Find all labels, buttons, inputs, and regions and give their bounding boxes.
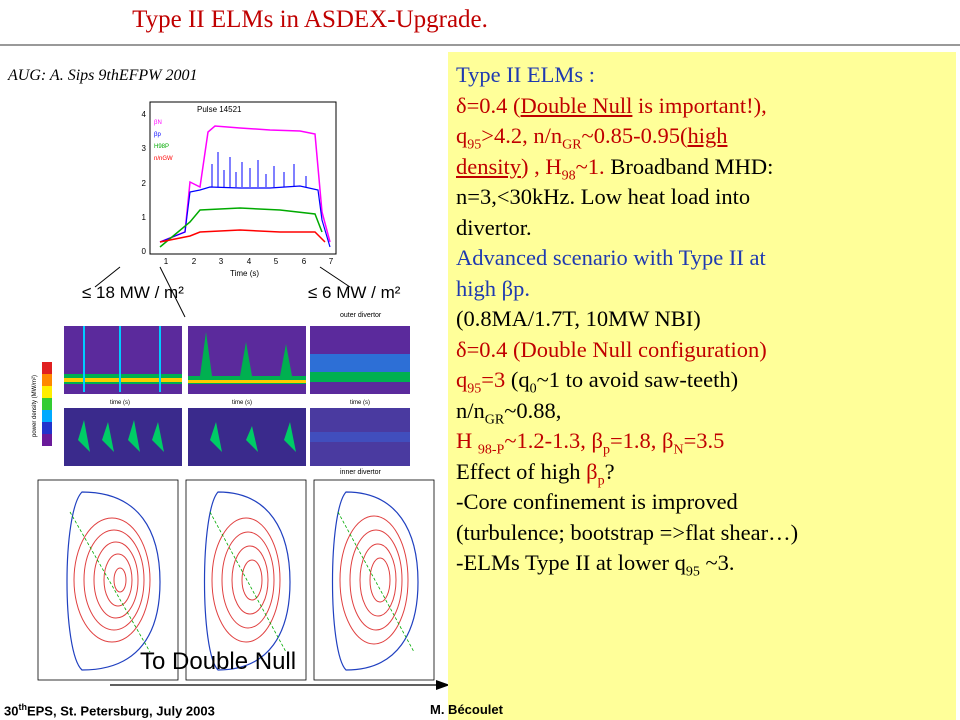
- time-tick-1: 1: [164, 257, 169, 266]
- panel-line-7: Advanced scenario with Type II at: [456, 245, 766, 270]
- y-tick-2: 2: [142, 179, 147, 188]
- panel-line-11: q95=3 (q0~1 to avoid saw-teeth): [456, 367, 739, 397]
- colorbar: power density (MW/m²): [32, 362, 52, 446]
- panel-line-16: (turbulence; bootstrap =>flat shear…): [456, 519, 799, 545]
- panel-line-15: -Core confinement is improved: [456, 489, 738, 514]
- arrow-to-double-null: [110, 680, 450, 690]
- mhd-spikes: [211, 152, 307, 187]
- y-tick-0: 0: [142, 247, 147, 256]
- pulse-label: Pulse 14521: [197, 105, 242, 114]
- equilibrium-3: [313, 479, 435, 681]
- y-tick-3: 3: [142, 144, 147, 153]
- heat-load-left: ≤ 18 MW / m²: [82, 283, 184, 302]
- panel-line-1: Type II ELMs :: [456, 62, 596, 87]
- legend-h98p: H98P: [154, 144, 169, 150]
- inner-spectrogram-3: [310, 408, 410, 466]
- outer-spectrogram-2: [188, 326, 306, 394]
- legend-n-ngw: n/nGW: [154, 156, 173, 162]
- panel-line-12: n/nGR~0.88,: [456, 397, 562, 427]
- title-divider: [0, 44, 960, 46]
- slide-title: Type II ELMs in ASDEX-Upgrade.: [132, 6, 488, 33]
- time-tick-7: 7: [329, 257, 334, 266]
- panel-line-6: divertor.: [456, 214, 532, 240]
- equilibrium-1: [37, 479, 179, 681]
- time-tick-3: 3: [219, 257, 224, 266]
- spectro-time-label-1: time (s): [110, 400, 130, 406]
- time-tick-2: 2: [192, 257, 197, 266]
- outer-spectrogram-1: [64, 326, 182, 394]
- panel-text: Type II ELMs : δ=0.4 (Double Null is imp…: [456, 60, 952, 579]
- arrow-right: [319, 266, 351, 288]
- figure-caption: To Double Null: [140, 648, 297, 675]
- figure-credit: AUG: A. Sips 9thEFPW 2001: [8, 67, 198, 84]
- panel-line-2: δ=0.4 (Double Null is important!),: [456, 92, 767, 118]
- arrow-mid: [159, 266, 186, 318]
- inner-spectrogram-2: [188, 408, 306, 466]
- panel-line-14: Effect of high βp?: [456, 458, 615, 488]
- beta-p-trace: [159, 185, 331, 248]
- n-ngw-trace: [159, 229, 326, 243]
- panel-line-5: n=3,<30kHz. Low heat load into: [456, 184, 751, 209]
- time-tick-5: 5: [274, 257, 279, 266]
- inner-spectrogram-1: [64, 408, 182, 466]
- arrow-left: [94, 266, 121, 288]
- asdex-figure: Pulse 14521 4 3 2 1 0 1 2 3 4 5 6 7 Time…: [32, 101, 435, 681]
- footer-conference: 30thEPS, St. Petersburg, July 2003: [4, 702, 215, 719]
- panel-line-8: high βp.: [456, 275, 530, 301]
- legend-beta-n: βN: [154, 120, 162, 126]
- y-tick-4: 4: [142, 110, 147, 119]
- y-tick-1: 1: [142, 213, 147, 222]
- outer-divertor-label: outer divertor: [340, 312, 382, 319]
- legend-beta-p: βp: [154, 132, 161, 138]
- spectro-time-labels: time (s) time (s) time (s): [110, 400, 370, 406]
- panel-line-10: δ=0.4 (Double Null configuration): [456, 336, 767, 362]
- equilibrium-2: [185, 479, 307, 681]
- h98p-trace: [159, 207, 323, 248]
- panel-line-3: q95>4.2, n/nGR~0.85-0.95(high: [456, 123, 728, 153]
- beta-n-trace: [159, 125, 331, 243]
- spectro-time-label-2: time (s): [232, 400, 252, 406]
- time-tick-4: 4: [247, 257, 252, 266]
- time-tick-6: 6: [302, 257, 307, 266]
- panel-line-4: density) , H98~1. Broadband MHD:: [456, 153, 774, 183]
- colorbar-label: power density (MW/m²): [32, 375, 38, 437]
- footer-author: M. Bécoulet: [430, 702, 503, 717]
- spectro-time-label-3: time (s): [350, 400, 370, 406]
- heat-load-right: ≤ 6 MW / m²: [308, 283, 401, 302]
- time-trace-plot: Pulse 14521 4 3 2 1 0 1 2 3 4 5 6 7 Time…: [142, 101, 337, 278]
- outer-spectrogram-3: [310, 326, 410, 394]
- inner-divertor-label: inner divertor: [340, 469, 382, 476]
- panel-line-9: (0.8MA/1.7T, 10MW NBI): [456, 306, 701, 331]
- time-axis-label: Time (s): [230, 269, 259, 278]
- panel-line-17: -ELMs Type II at lower q95 ~3.: [456, 550, 735, 580]
- text-panel: [448, 52, 956, 720]
- panel-line-13: H 98-P~1.2-1.3, βp=1.8, βN=3.5: [456, 428, 725, 458]
